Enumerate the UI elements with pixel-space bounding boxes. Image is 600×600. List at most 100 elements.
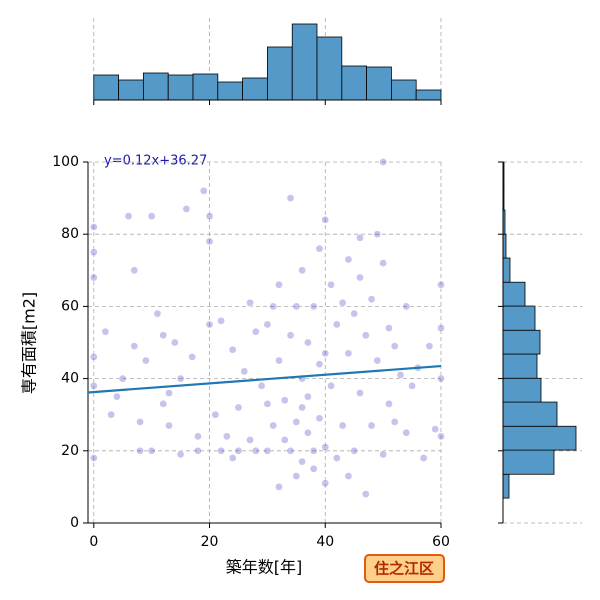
point [361, 331, 370, 340]
point [356, 233, 364, 242]
point [298, 266, 306, 275]
hist-bar [167, 74, 194, 101]
point [234, 446, 243, 455]
point [147, 212, 156, 220]
point [136, 446, 144, 455]
point [130, 266, 139, 275]
hist-bar [242, 77, 268, 101]
point [286, 331, 295, 340]
x-tick-label: 60 [432, 534, 450, 550]
badge-box [364, 554, 445, 583]
y-tick-label: 100 [52, 154, 79, 170]
point [136, 418, 144, 426]
point [379, 450, 387, 459]
point [431, 425, 440, 433]
point [159, 400, 168, 408]
point [269, 302, 278, 311]
point [199, 187, 208, 195]
point [373, 356, 382, 365]
point [286, 446, 295, 455]
point [251, 327, 260, 336]
point [390, 342, 399, 350]
point [124, 212, 133, 220]
hist-bar [341, 65, 367, 101]
point [361, 490, 370, 498]
point [304, 392, 312, 401]
point [390, 418, 399, 426]
point [205, 237, 214, 246]
point [367, 295, 376, 304]
point [332, 320, 341, 329]
point [367, 421, 376, 430]
y-tick-label: 20 [61, 443, 79, 459]
point [194, 446, 202, 455]
hist-bar [118, 79, 144, 101]
point [194, 432, 202, 441]
badge: 住之江区 [374, 560, 434, 578]
point [437, 432, 445, 441]
point [315, 414, 324, 423]
point [292, 302, 301, 311]
hist-bar [192, 73, 219, 101]
hist-bar [502, 353, 538, 379]
point [205, 212, 214, 220]
hist-bar [502, 449, 555, 475]
point [292, 418, 301, 426]
point [298, 403, 306, 412]
point [304, 428, 312, 437]
point [176, 450, 185, 459]
point [263, 446, 272, 455]
point [321, 349, 330, 358]
point [165, 421, 173, 430]
point [118, 374, 127, 383]
point [425, 342, 434, 350]
point [385, 324, 393, 332]
point [176, 374, 185, 383]
point [159, 331, 168, 340]
point [309, 302, 318, 311]
regression-line [87, 364, 442, 394]
point [89, 223, 98, 231]
point [350, 446, 359, 455]
point [101, 327, 110, 336]
hist-bar [502, 401, 558, 427]
point [280, 396, 289, 405]
point [240, 367, 249, 376]
y-tick-label: 0 [70, 515, 79, 531]
point [234, 403, 243, 412]
point [113, 392, 121, 401]
y-tick-label: 60 [61, 298, 79, 314]
point [217, 446, 225, 455]
hist-bar [415, 89, 442, 101]
point [263, 320, 272, 329]
hist-bar [502, 425, 577, 451]
hist-bar [502, 257, 511, 283]
point [275, 483, 283, 491]
point [356, 273, 364, 282]
point [321, 215, 330, 224]
hist-bar [217, 81, 243, 101]
point [338, 421, 347, 430]
point [419, 454, 428, 462]
y-axis-label: 専有面積[m2] [20, 292, 39, 394]
point [107, 410, 115, 419]
point [223, 432, 231, 441]
hist-bar [366, 66, 392, 101]
point [373, 230, 382, 239]
point [402, 302, 411, 311]
point [309, 465, 318, 473]
point [251, 446, 260, 455]
point [89, 381, 98, 390]
point [89, 248, 98, 257]
point [437, 324, 445, 332]
point [350, 309, 359, 318]
point [269, 421, 278, 430]
point [396, 371, 405, 379]
hist-bar [502, 329, 541, 355]
point [385, 400, 393, 408]
hist-bar [266, 46, 293, 101]
hist-bar [502, 305, 536, 331]
hist-bar [291, 23, 318, 101]
point [402, 428, 411, 437]
point [182, 205, 191, 213]
